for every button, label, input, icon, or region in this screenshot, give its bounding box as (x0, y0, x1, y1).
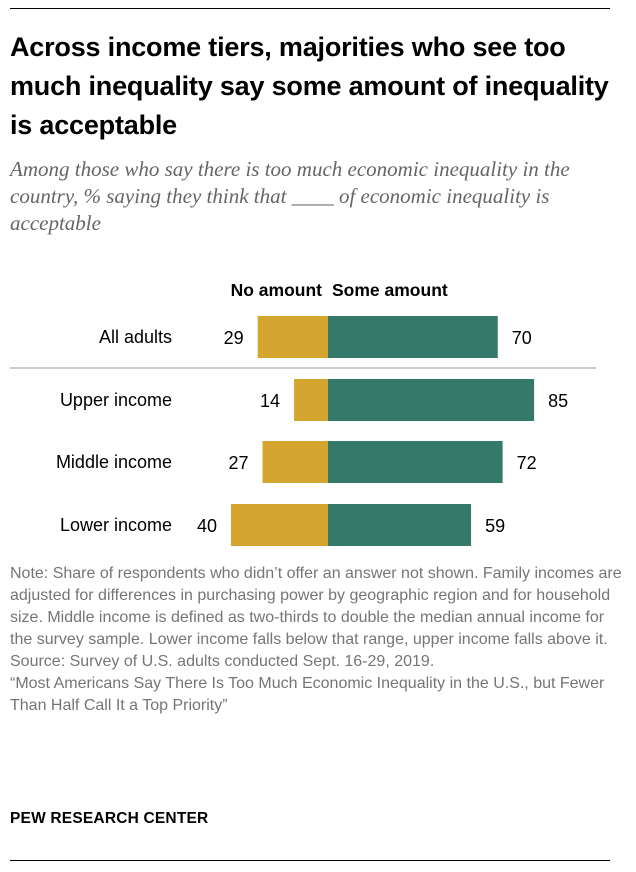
value-label-no-amount-all-adults: 29 (224, 328, 244, 348)
bar-some-amount-all-adults (328, 316, 498, 358)
value-label-some-amount-lower-income: 59 (485, 516, 505, 536)
chart-notes: Note: Share of respondents who didn’t of… (10, 563, 622, 717)
legend-some-amount: Some amount (332, 280, 448, 300)
bottom-divider (10, 860, 610, 861)
category-label-middle-income: Middle income (56, 452, 172, 472)
bar-no-amount-upper-income (294, 379, 328, 421)
value-label-no-amount-lower-income: 40 (197, 516, 217, 536)
bar-some-amount-middle-income (328, 441, 503, 483)
pew-credit: PEW RESEARCH CENTER (10, 810, 209, 827)
bar-no-amount-all-adults (257, 316, 328, 358)
note-text: Note: Share of respondents who didn’t of… (10, 565, 622, 648)
value-label-no-amount-upper-income: 14 (260, 391, 280, 411)
bar-some-amount-upper-income (328, 379, 535, 421)
category-label-lower-income: Lower income (60, 515, 172, 535)
report-title: “Most Americans Say There Is Too Much Ec… (10, 675, 605, 714)
chart-subtitle: Among those who say there is too much ec… (10, 157, 570, 235)
source-text: Source: Survey of U.S. adults conducted … (10, 653, 435, 670)
category-label-all-adults: All adults (99, 327, 172, 347)
value-label-some-amount-upper-income: 85 (548, 391, 568, 411)
top-divider (10, 8, 610, 9)
bar-no-amount-lower-income (231, 504, 328, 546)
value-label-some-amount-middle-income: 72 (517, 453, 537, 473)
chart-title: Across income tiers, majorities who see … (10, 32, 609, 140)
diverging-bar-chart: No amount Some amount All adults 29 70 Upper … (10, 280, 596, 546)
value-label-no-amount-middle-income: 27 (228, 453, 248, 473)
legend-no-amount: No amount (231, 280, 323, 300)
category-label-upper-income: Upper income (60, 390, 172, 410)
bar-no-amount-middle-income (262, 441, 328, 483)
bar-some-amount-lower-income (328, 504, 472, 546)
value-label-some-amount-all-adults: 70 (512, 328, 532, 348)
